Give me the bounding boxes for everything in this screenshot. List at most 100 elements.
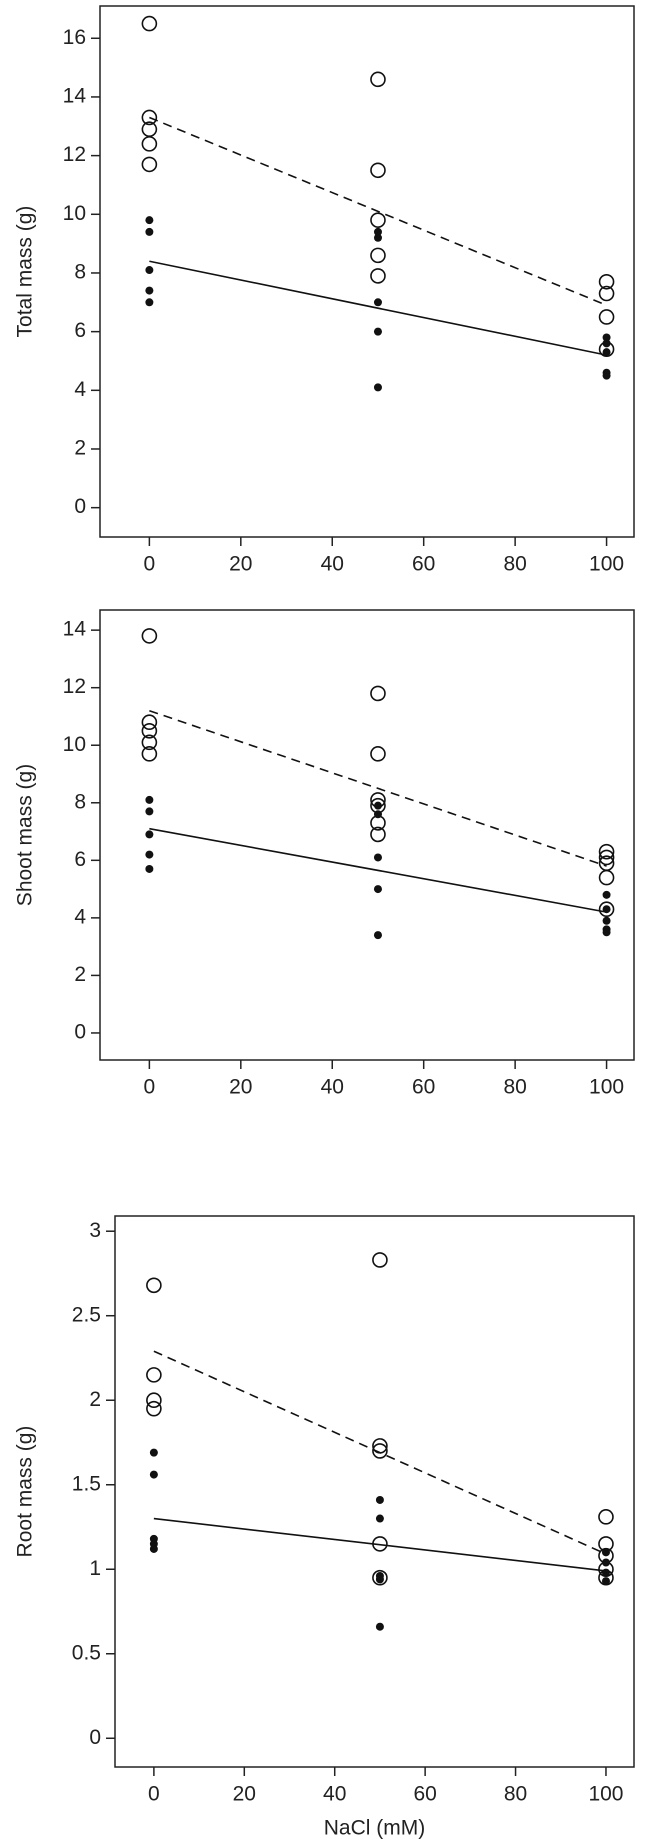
filled-point (601, 1548, 610, 1557)
x-tick-label: 0 (148, 1783, 160, 1806)
solid-fit-line (149, 260, 607, 356)
filled-point (602, 371, 611, 380)
y-tick-label: 2 (74, 963, 86, 986)
dashed-fit-line (149, 116, 607, 306)
open-point (370, 162, 386, 179)
filled-point (373, 885, 382, 894)
open-point (598, 285, 615, 302)
x-tick-label: 100 (588, 1783, 623, 1806)
filled-point (602, 339, 611, 348)
y-tick-label: 8 (74, 261, 86, 284)
y-tick-label: 0 (89, 1726, 101, 1749)
solid-fit-line (149, 827, 607, 913)
filled-point (373, 233, 382, 242)
x-tick-label: 40 (321, 1076, 344, 1099)
y-tick-label: 2.5 (72, 1303, 101, 1326)
y-tick-label: 10 (63, 733, 86, 756)
open-point (598, 273, 615, 290)
filled-point (375, 1514, 384, 1523)
y-tick-label: 0.5 (72, 1641, 101, 1664)
y-axis-label: Shoot mass (g) (14, 764, 37, 906)
filled-point (145, 298, 154, 307)
x-tick-label: 0 (144, 1076, 156, 1099)
open-point (146, 1277, 162, 1294)
open-point (146, 1367, 162, 1383)
filled-point (375, 1495, 384, 1504)
filled-point (145, 227, 154, 236)
open-point (598, 309, 615, 325)
x-tick-label: 80 (503, 553, 526, 576)
filled-point (373, 810, 382, 819)
filled-point (145, 216, 154, 225)
filled-point (149, 1544, 158, 1553)
filled-point (373, 853, 382, 862)
open-point (141, 734, 158, 751)
y-tick-label: 3 (89, 1219, 101, 1242)
y-tick-label: 1.5 (72, 1472, 101, 1495)
y-axis-label: Root mass (g) (14, 1426, 37, 1558)
y-tick-label: 10 (63, 202, 86, 225)
x-tick-label: 40 (323, 1783, 346, 1806)
open-point (141, 15, 158, 32)
filled-point (373, 298, 382, 307)
open-point (370, 746, 386, 762)
y-tick-label: 4 (74, 905, 86, 928)
x-tick-label: 40 (321, 553, 344, 576)
y-tick-label: 14 (63, 618, 87, 641)
filled-point (145, 286, 154, 295)
open-point (372, 1569, 388, 1586)
open-point (141, 109, 158, 126)
x-tick-label: 60 (412, 553, 435, 576)
open-point (598, 843, 615, 860)
x-tick-label: 60 (412, 1076, 435, 1099)
x-tick-label: 0 (144, 553, 156, 576)
open-point (370, 71, 386, 88)
y-tick-label: 2 (74, 437, 86, 460)
open-point (370, 247, 386, 264)
open-point (141, 723, 158, 739)
x-tick-label: 20 (229, 1076, 252, 1099)
y-tick-label: 14 (63, 84, 87, 107)
y-axis-label: Total mass (g) (14, 206, 37, 338)
open-point (146, 1392, 162, 1409)
filled-point (373, 383, 382, 392)
filled-point (375, 1622, 384, 1631)
open-point (146, 1400, 162, 1417)
open-point (372, 1443, 388, 1459)
y-tick-label: 4 (74, 378, 86, 401)
x-tick-label: 100 (589, 1076, 624, 1099)
open-point (141, 714, 158, 731)
filled-point (602, 928, 611, 937)
open-point (141, 746, 158, 762)
y-tick-label: 12 (63, 143, 86, 166)
open-point (141, 136, 158, 152)
dashed-fit-line (153, 1350, 607, 1555)
y-tick-label: 16 (63, 26, 86, 49)
open-point (372, 1252, 388, 1268)
filled-point (602, 916, 611, 925)
open-point (141, 156, 158, 173)
open-point (141, 628, 158, 644)
open-point (370, 212, 386, 228)
filled-point (373, 327, 382, 336)
filled-point (373, 801, 382, 810)
plot-frame (99, 609, 635, 1061)
x-tick-label: 80 (503, 1076, 526, 1099)
y-tick-label: 6 (74, 848, 86, 871)
filled-point (373, 227, 382, 236)
open-point (598, 849, 615, 866)
filled-point (145, 795, 154, 804)
y-tick-label: 12 (63, 675, 86, 698)
x-tick-label: 60 (413, 1783, 436, 1806)
open-point (598, 869, 615, 886)
open-point (370, 268, 386, 284)
filled-point (373, 931, 382, 940)
filled-point (145, 850, 154, 859)
filled-point (601, 1558, 610, 1567)
y-tick-label: 0 (74, 495, 86, 518)
x-axis-label: NaCl (mM) (324, 1817, 425, 1840)
filled-point (145, 830, 154, 839)
plot-frame (114, 1215, 635, 1768)
filled-point (601, 1577, 610, 1586)
